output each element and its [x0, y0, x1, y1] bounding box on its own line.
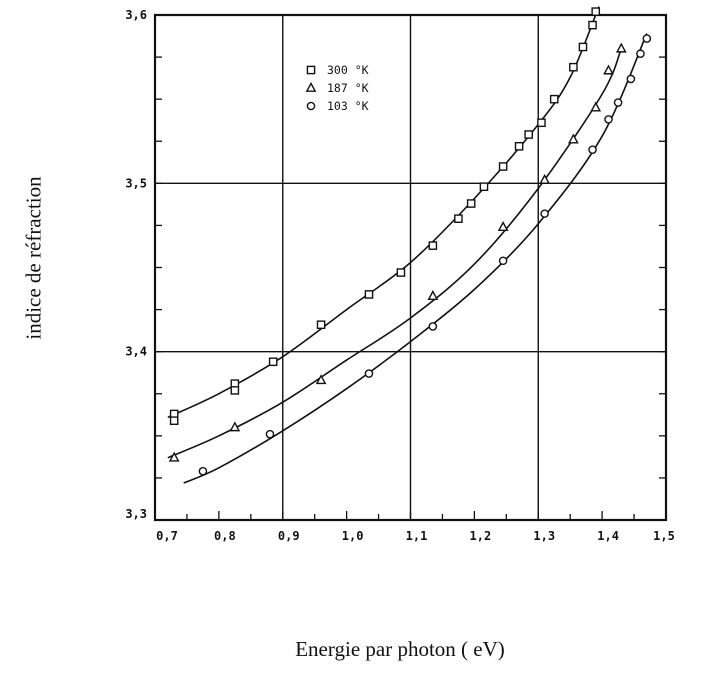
circle-marker	[198, 466, 208, 476]
x-tick-label: 1,4	[597, 529, 619, 543]
square-marker	[569, 62, 578, 72]
triangle-marker	[497, 221, 509, 232]
x-tick-label: 1,3	[533, 529, 555, 543]
y-tick-label: 3,5	[125, 176, 147, 190]
circle-marker	[428, 322, 438, 331]
legend-label: 187 °K	[327, 81, 369, 95]
circle-marker	[364, 369, 374, 378]
legend-triangle-marker	[305, 81, 317, 92]
data-markers	[168, 7, 652, 476]
square-marker	[268, 357, 278, 367]
triangle-marker	[615, 42, 627, 53]
circle-marker	[604, 115, 613, 124]
y-tick-label: 3,6	[125, 8, 147, 22]
curve-line	[167, 6, 600, 419]
square-marker	[479, 182, 489, 192]
x-tick-label: 0,9	[278, 529, 300, 543]
circle-marker	[540, 209, 549, 218]
legend-label: 103 °K	[327, 99, 369, 113]
triangle-marker	[427, 290, 439, 301]
legend-circle-marker	[306, 101, 316, 111]
square-marker	[591, 7, 601, 16]
axis-ticks: 0,7 0,8 0,9 1,0 1,1 1,2 1,3 1,4 1,5 3,3 3,4 3,5 3,6	[125, 8, 675, 543]
fitted-curves	[167, 6, 648, 484]
circle-marker	[265, 429, 275, 439]
circle-marker	[636, 49, 645, 59]
triangle-marker	[539, 173, 551, 184]
x-tick-label: 1,5	[653, 529, 675, 543]
square-marker	[466, 199, 476, 208]
legend-square-marker	[306, 65, 316, 75]
triangle-marker	[603, 64, 614, 75]
triangle-marker	[590, 101, 602, 112]
circle-marker	[588, 145, 597, 154]
legend: 300 °K 187 °K 103 °K	[305, 63, 369, 113]
y-axis-label: indice de réfraction	[21, 176, 46, 340]
square-marker	[230, 386, 240, 395]
square-marker	[428, 241, 438, 250]
square-marker	[396, 268, 406, 277]
triangle-marker	[315, 374, 327, 385]
square-marker	[549, 94, 559, 104]
circle-marker	[626, 74, 636, 84]
square-marker	[578, 42, 588, 52]
square-marker	[454, 214, 463, 223]
grid-layer	[155, 15, 666, 520]
square-marker	[364, 290, 374, 299]
square-marker	[524, 130, 533, 139]
square-marker	[588, 20, 597, 30]
triangle-marker	[229, 421, 241, 432]
square-marker	[514, 141, 524, 151]
circle-marker	[498, 256, 508, 266]
square-marker	[498, 162, 508, 171]
x-tick-label: 1,0	[342, 529, 364, 543]
square-marker	[537, 118, 546, 128]
circle-marker	[613, 98, 623, 107]
circle-marker	[642, 34, 652, 43]
square-marker	[316, 320, 326, 330]
x-tick-label: 0,8	[214, 529, 236, 543]
triangle-marker	[168, 451, 180, 462]
x-axis-label: Energie par photon ( eV)	[295, 637, 505, 661]
x-tick-label: 0,7	[156, 529, 178, 543]
x-tick-label: 1,2	[470, 529, 492, 543]
legend-label: 300 °K	[327, 63, 369, 77]
y-tick-label: 3,3	[125, 507, 147, 521]
x-tick-label: 1,1	[406, 529, 428, 543]
y-tick-label: 3,4	[125, 345, 147, 359]
curve-line	[167, 48, 623, 459]
square-marker	[169, 416, 179, 425]
triangle-marker	[568, 133, 579, 144]
